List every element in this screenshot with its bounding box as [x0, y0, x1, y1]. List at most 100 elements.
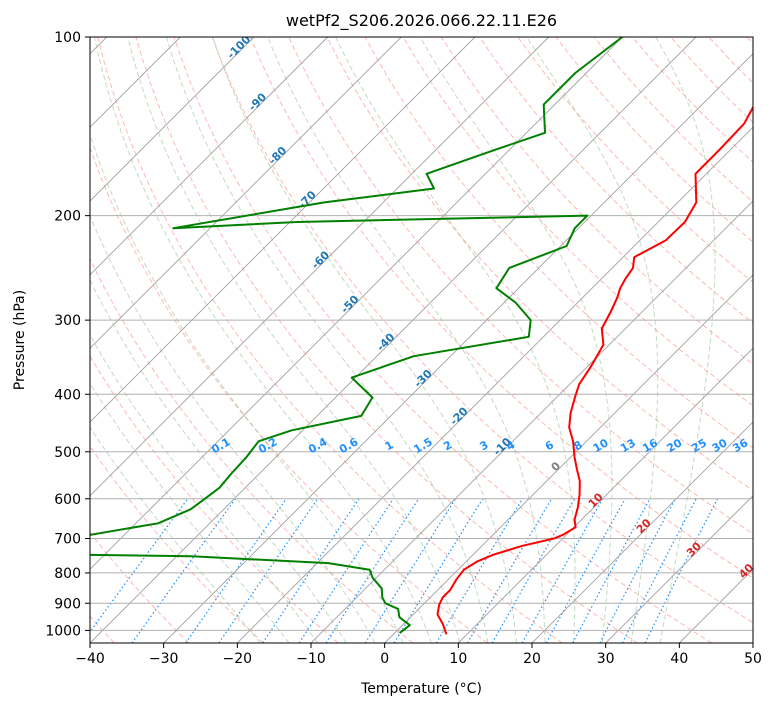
moist-adiabat-line	[267, 37, 546, 643]
mixing-ratio-label: 13	[618, 436, 638, 455]
mixing-ratio-label: 30	[710, 436, 730, 455]
isotherm-label: -60	[309, 248, 332, 271]
plot-area: 0.1 0.2 0.4 0.6 1 1.5 2 3 4 6 8 10 13 16 20 25 30 36-100-…	[90, 37, 756, 643]
mixing-ratio-line	[644, 498, 719, 643]
mixing-ratio-line	[545, 498, 626, 643]
x-axis-ticks: −40 −30 −20 −10 0 10 20 30 40 50	[75, 643, 762, 667]
y-tick-label: 700	[54, 532, 81, 548]
isotherm-line	[163, 53, 753, 643]
moist-adiabat-line	[90, 133, 404, 643]
isotherm-line	[457, 347, 753, 643]
moist-adiabat-line	[93, 37, 432, 643]
dry-adiabat-line	[708, 37, 753, 84]
moist-adiabat-line	[127, 37, 461, 643]
mixing-ratio-line	[621, 498, 697, 643]
moist-adiabat-line	[655, 37, 716, 643]
dry-adiabat-line	[97, 37, 563, 643]
dry-adiabat-line	[746, 37, 753, 44]
isotherm-line	[752, 642, 753, 643]
x-tick-label: −30	[149, 651, 179, 667]
x-tick-label: 10	[449, 651, 467, 667]
y-tick-label: 600	[54, 492, 81, 508]
moist-adiabat-line	[335, 37, 576, 643]
mixing-ratio-label: 0.1	[209, 435, 232, 456]
isotherms	[90, 37, 753, 643]
mixing-ratio-label: 0.6	[337, 435, 361, 456]
y-tick-label: 500	[54, 445, 81, 461]
y-tick-label: 800	[54, 566, 81, 582]
x-tick-label: 40	[670, 651, 688, 667]
dry-adiabat-line	[250, 37, 753, 579]
isotherm-label: 40	[736, 561, 756, 581]
isobars	[90, 37, 753, 631]
moist-adiabat-line	[526, 37, 659, 643]
dry-adiabat-line	[326, 37, 753, 492]
isotherm-label: -20	[447, 404, 470, 427]
x-tick-label: 0	[380, 651, 389, 667]
mixing-ratio-label: 16	[640, 436, 660, 455]
isotherm-label: -30	[412, 367, 435, 390]
mixing-ratio-line	[90, 498, 189, 633]
moist-adiabat-line	[90, 426, 261, 643]
x-tick-label: −20	[223, 651, 253, 667]
mixing-ratio-line	[262, 498, 360, 643]
mixing-ratio-line	[572, 498, 651, 643]
mixing-ratio-line	[364, 498, 457, 643]
dry-adiabat-line	[90, 531, 190, 643]
temperature-profile	[436, 105, 753, 635]
dry-adiabat-line	[517, 37, 753, 284]
dry-adiabat-line	[90, 355, 339, 643]
isotherm-label: -50	[338, 293, 361, 316]
isotherm-line	[384, 274, 753, 643]
y-tick-label: 100	[54, 30, 81, 46]
dry-adiabat-line	[135, 37, 638, 643]
isotherm-label: 10	[586, 490, 606, 510]
isotherm-line	[90, 37, 550, 497]
mixing-ratio-label: 6	[543, 438, 556, 453]
mixing-ratio-line	[393, 498, 484, 643]
dry-adiabat-line	[173, 37, 712, 643]
isotherm-label: 20	[634, 516, 654, 536]
mixing-ratio-label: 10	[591, 436, 611, 455]
x-tick-label: 50	[744, 651, 762, 667]
chart-title: wetPf2_S206.2026.066.22.11.E26	[286, 11, 557, 31]
mixing-ratio-label: 25	[689, 436, 709, 455]
y-tick-label: 300	[54, 313, 81, 329]
isotherm-line	[90, 37, 329, 276]
isotherm-line	[236, 126, 753, 643]
mixing-ratio-lines	[90, 498, 719, 643]
mixing-ratio-label: 3	[477, 438, 490, 453]
mixing-ratio-label: 2	[441, 438, 454, 453]
mixing-ratio-label: 0.4	[306, 435, 330, 456]
y-tick-label: 1000	[45, 623, 81, 639]
x-axis-label: Temperature (°C)	[360, 681, 482, 697]
mixing-ratio-label: 36	[730, 436, 750, 455]
dry-adiabat-line	[631, 37, 753, 163]
moist-adiabats	[90, 37, 716, 643]
y-tick-label: 900	[54, 596, 81, 612]
dry-adiabat-line	[90, 257, 414, 643]
dry-adiabat-line	[211, 37, 753, 624]
dry-adiabat-line	[555, 37, 753, 243]
x-tick-label: −10	[296, 651, 326, 667]
x-tick-label: −40	[75, 651, 105, 667]
x-tick-label: 20	[523, 651, 541, 667]
isotherm-line	[90, 37, 255, 202]
moist-adiabat-line	[165, 37, 489, 643]
dry-adiabat-line	[90, 445, 264, 643]
isotherm-line	[310, 200, 753, 643]
dewpoint-profile	[90, 37, 623, 634]
dry-adiabat-line	[440, 37, 753, 365]
isotherm-line	[90, 37, 623, 570]
moist-adiabat-line	[419, 37, 613, 643]
plot-frame	[89, 36, 754, 644]
dry-adiabat-line	[479, 37, 753, 324]
isotherm-label: 30	[684, 539, 704, 559]
y-axis-label: Pressure (hPa)	[12, 290, 28, 390]
mixing-ratio-line	[435, 498, 523, 643]
y-tick-label: 200	[54, 209, 81, 225]
mixing-ratio-line	[131, 498, 236, 643]
sounding-series	[90, 37, 753, 635]
moist-adiabat-line	[90, 279, 347, 643]
